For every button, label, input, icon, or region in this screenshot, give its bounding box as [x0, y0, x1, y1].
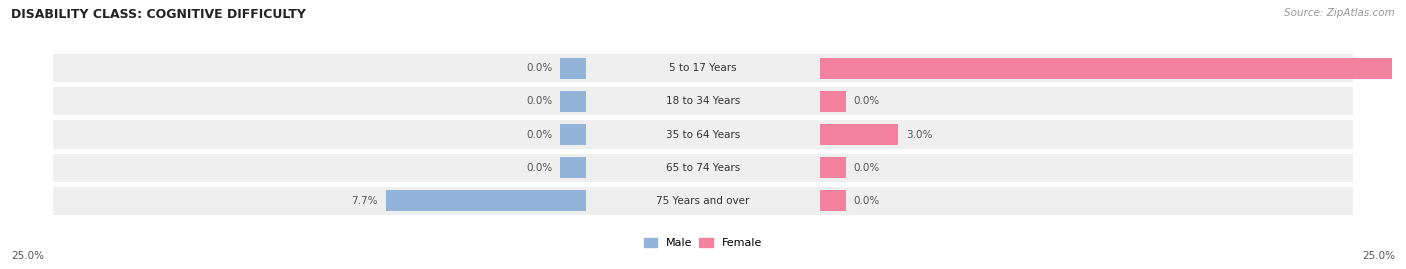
Bar — [53, 54, 1353, 82]
Bar — [820, 91, 846, 112]
Text: 3.0%: 3.0% — [905, 129, 932, 140]
Text: 25.0%: 25.0% — [1362, 251, 1395, 261]
Legend: Male, Female: Male, Female — [640, 233, 766, 253]
Text: 75 Years and over: 75 Years and over — [657, 196, 749, 206]
Bar — [820, 190, 846, 211]
Bar — [560, 58, 586, 79]
Text: 25.0%: 25.0% — [11, 251, 44, 261]
Bar — [820, 58, 1406, 79]
Text: 0.0%: 0.0% — [526, 63, 553, 73]
Text: 0.0%: 0.0% — [526, 129, 553, 140]
Text: 65 to 74 Years: 65 to 74 Years — [666, 162, 740, 173]
Text: 35 to 64 Years: 35 to 64 Years — [666, 129, 740, 140]
Bar — [53, 187, 1353, 215]
Text: Source: ZipAtlas.com: Source: ZipAtlas.com — [1284, 8, 1395, 18]
Text: 18 to 34 Years: 18 to 34 Years — [666, 96, 740, 107]
Text: 0.0%: 0.0% — [853, 196, 880, 206]
Bar — [385, 190, 586, 211]
Bar — [560, 91, 586, 112]
Text: 0.0%: 0.0% — [526, 162, 553, 173]
Text: DISABILITY CLASS: COGNITIVE DIFFICULTY: DISABILITY CLASS: COGNITIVE DIFFICULTY — [11, 8, 307, 21]
Bar — [53, 154, 1353, 182]
Text: 0.0%: 0.0% — [853, 162, 880, 173]
Text: 5 to 17 Years: 5 to 17 Years — [669, 63, 737, 73]
Text: 0.0%: 0.0% — [853, 96, 880, 107]
Bar — [820, 124, 898, 145]
Text: 7.7%: 7.7% — [352, 196, 378, 206]
Text: 0.0%: 0.0% — [526, 96, 553, 107]
Bar — [560, 124, 586, 145]
Bar — [53, 87, 1353, 115]
Bar — [560, 157, 586, 178]
Bar — [53, 121, 1353, 148]
Bar — [820, 157, 846, 178]
